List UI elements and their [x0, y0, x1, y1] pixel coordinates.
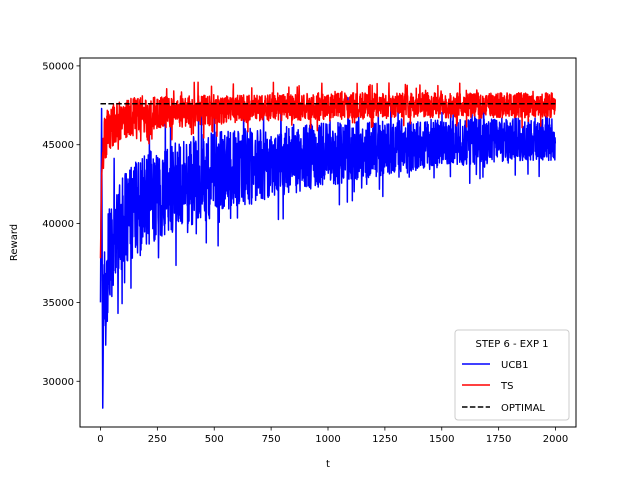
- legend: STEP 6 - EXP 1 UCB1 TS OPTIMAL: [454, 329, 570, 421]
- legend-label-optimal: OPTIMAL: [501, 403, 545, 414]
- plot-area: 0 250 500 750 1000 1250 1500 1750 2000 30000 3500…: [42, 57, 577, 445]
- y-tick-label: 30000: [42, 377, 74, 388]
- x-tick-label: 250: [148, 434, 167, 445]
- x-axis-label: t: [326, 459, 330, 470]
- y-tick-label: 45000: [42, 140, 74, 151]
- x-tick-label: 1000: [315, 434, 340, 445]
- series-line-ucb1: [99, 97, 557, 409]
- x-tick-label: 2000: [543, 434, 568, 445]
- y-tick-label: 50000: [42, 61, 74, 72]
- legend-label-ucb1: UCB1: [501, 360, 529, 371]
- series-layer: [99, 81, 557, 409]
- series-line-ts: [99, 81, 557, 259]
- y-tick-label: 40000: [42, 219, 74, 230]
- y-tick-label: 35000: [42, 298, 74, 309]
- x-axis-ticks: 0 250 500 750 1000 1250 1500 1750 2000: [97, 427, 568, 445]
- x-tick-label: 1500: [429, 434, 454, 445]
- y-axis-label: Reward: [9, 224, 20, 261]
- x-tick-label: 0: [97, 434, 103, 445]
- x-tick-label: 1750: [486, 434, 511, 445]
- y-axis-ticks: 30000 35000 40000 45000 50000: [42, 61, 80, 388]
- legend-label-ts: TS: [500, 381, 513, 392]
- x-tick-label: 750: [262, 434, 281, 445]
- legend-box: [454, 329, 570, 421]
- x-tick-label: 500: [205, 434, 224, 445]
- x-tick-label: 1250: [372, 434, 397, 445]
- legend-title: STEP 6 - EXP 1: [475, 339, 548, 350]
